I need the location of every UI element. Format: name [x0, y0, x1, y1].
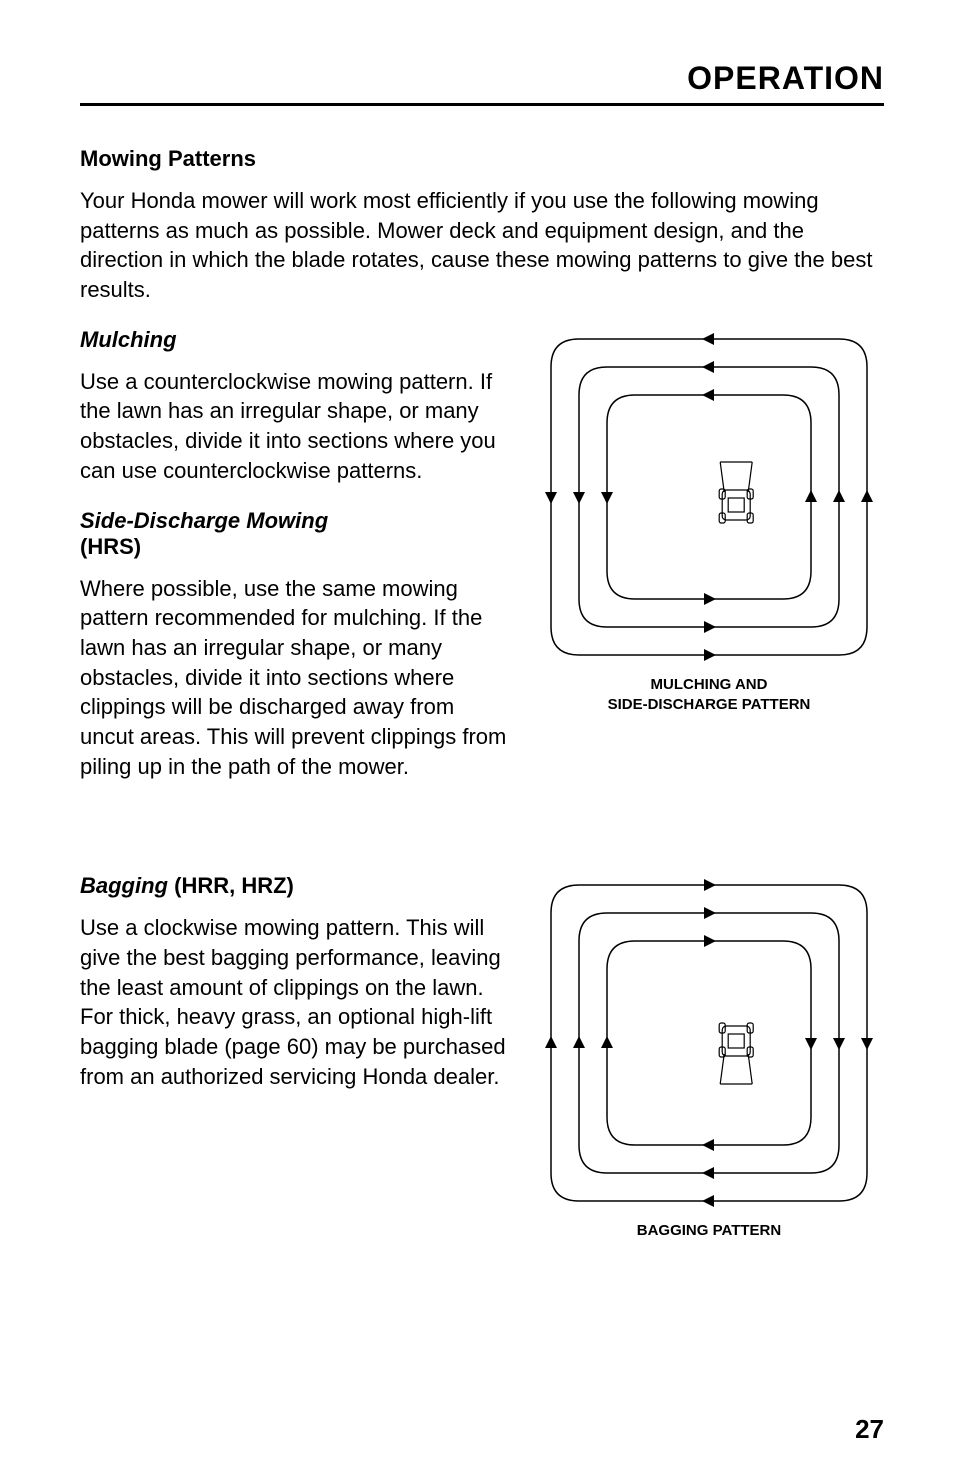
bagging-heading: Bagging (HRR, HRZ): [80, 873, 514, 899]
spacer: [80, 813, 884, 873]
bagging-caption: BAGGING PATTERN: [637, 1221, 781, 1241]
bagging-text-col: Bagging (HRR, HRZ) Use a clockwise mowin…: [80, 873, 514, 1241]
mulching-text-col: Mulching Use a counterclockwise mowing p…: [80, 327, 514, 804]
bagging-row: Bagging (HRR, HRZ) Use a clockwise mowin…: [80, 873, 884, 1241]
mulching-caption: MULCHING AND SIDE-DISCHARGE PATTERN: [608, 675, 811, 716]
sidedischarge-heading-italic: Side-Discharge Mowing: [80, 508, 328, 533]
page-header: OPERATION: [80, 60, 884, 106]
bagging-text: Use a clockwise mowing pattern. This wil…: [80, 913, 514, 1091]
mulching-pattern-diagram: [539, 327, 879, 667]
mulching-heading: Mulching: [80, 327, 514, 353]
bagging-pattern-diagram: [539, 873, 879, 1213]
bagging-figure-col: BAGGING PATTERN: [534, 873, 884, 1241]
section-heading: Mowing Patterns: [80, 146, 884, 172]
sidedischarge-heading-bold: (HRS): [80, 534, 141, 559]
sidedischarge-heading: Side-Discharge Mowing (HRS): [80, 508, 514, 560]
sidedischarge-text: Where possible, use the same mowing patt…: [80, 574, 514, 782]
caption-line2: SIDE-DISCHARGE PATTERN: [608, 696, 811, 713]
page-number: 27: [855, 1414, 884, 1445]
bagging-heading-italic: Bagging: [80, 873, 168, 898]
mulching-figure-col: MULCHING AND SIDE-DISCHARGE PATTERN: [534, 327, 884, 804]
intro-text: Your Honda mower will work most efficien…: [80, 186, 884, 305]
bagging-heading-bold: (HRR, HRZ): [168, 873, 294, 898]
header-title: OPERATION: [80, 60, 884, 97]
mulching-text: Use a counterclockwise mowing pattern. I…: [80, 367, 514, 486]
mulching-row: Mulching Use a counterclockwise mowing p…: [80, 327, 884, 804]
caption-line1: MULCHING AND: [651, 676, 768, 693]
